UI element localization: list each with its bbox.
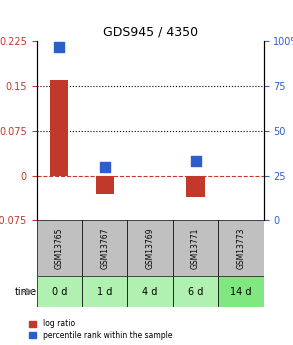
Text: GSM13771: GSM13771: [191, 228, 200, 269]
Point: [193, 159, 198, 164]
FancyBboxPatch shape: [37, 276, 82, 307]
Text: time: time: [14, 287, 37, 297]
FancyBboxPatch shape: [218, 276, 264, 307]
Legend: log ratio, percentile rank within the sample: log ratio, percentile rank within the sa…: [27, 318, 173, 341]
Text: GSM13767: GSM13767: [100, 228, 109, 269]
Text: 0 d: 0 d: [52, 287, 67, 297]
Bar: [186, 176, 205, 197]
Text: 1 d: 1 d: [97, 287, 113, 297]
FancyBboxPatch shape: [127, 220, 173, 276]
Title: GDS945 / 4350: GDS945 / 4350: [103, 26, 198, 39]
Text: 4 d: 4 d: [142, 287, 158, 297]
Text: 6 d: 6 d: [188, 287, 203, 297]
Text: GSM13765: GSM13765: [55, 228, 64, 269]
FancyBboxPatch shape: [173, 220, 218, 276]
FancyBboxPatch shape: [127, 276, 173, 307]
FancyBboxPatch shape: [82, 220, 127, 276]
Bar: [50, 80, 68, 176]
Text: GSM13769: GSM13769: [146, 228, 155, 269]
Text: 14 d: 14 d: [230, 287, 252, 297]
Bar: [96, 176, 114, 194]
FancyBboxPatch shape: [218, 220, 264, 276]
FancyBboxPatch shape: [173, 276, 218, 307]
Text: GSM13773: GSM13773: [236, 228, 246, 269]
FancyBboxPatch shape: [82, 276, 127, 307]
Point: [103, 164, 107, 169]
Point: [57, 44, 62, 50]
FancyBboxPatch shape: [37, 220, 82, 276]
